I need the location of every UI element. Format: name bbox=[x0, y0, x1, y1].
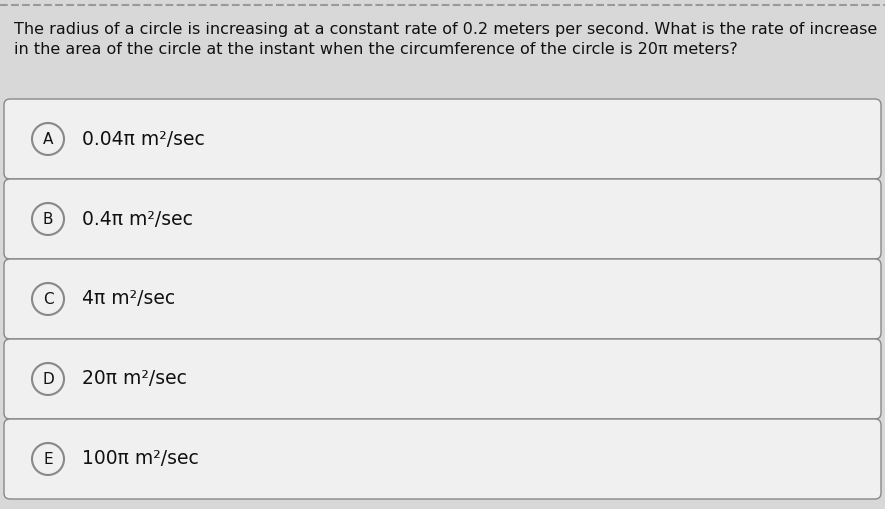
FancyBboxPatch shape bbox=[4, 419, 881, 499]
FancyBboxPatch shape bbox=[4, 179, 881, 259]
Circle shape bbox=[32, 363, 64, 395]
Text: 20π m²/sec: 20π m²/sec bbox=[82, 370, 187, 388]
Circle shape bbox=[32, 443, 64, 475]
Text: B: B bbox=[42, 212, 53, 227]
Text: A: A bbox=[42, 131, 53, 147]
Text: 4π m²/sec: 4π m²/sec bbox=[82, 290, 175, 308]
Text: C: C bbox=[42, 292, 53, 306]
Text: 100π m²/sec: 100π m²/sec bbox=[82, 449, 199, 468]
Circle shape bbox=[32, 123, 64, 155]
Circle shape bbox=[32, 283, 64, 315]
Text: D: D bbox=[42, 372, 54, 386]
FancyBboxPatch shape bbox=[4, 99, 881, 179]
FancyBboxPatch shape bbox=[4, 339, 881, 419]
Text: in the area of the circle at the instant when the circumference of the circle is: in the area of the circle at the instant… bbox=[14, 42, 738, 57]
Text: The radius of a circle is increasing at a constant rate of 0.2 meters per second: The radius of a circle is increasing at … bbox=[14, 22, 877, 37]
FancyBboxPatch shape bbox=[4, 259, 881, 339]
Text: 0.4π m²/sec: 0.4π m²/sec bbox=[82, 210, 193, 229]
Circle shape bbox=[32, 203, 64, 235]
Text: 0.04π m²/sec: 0.04π m²/sec bbox=[82, 129, 204, 149]
Text: E: E bbox=[43, 451, 53, 467]
